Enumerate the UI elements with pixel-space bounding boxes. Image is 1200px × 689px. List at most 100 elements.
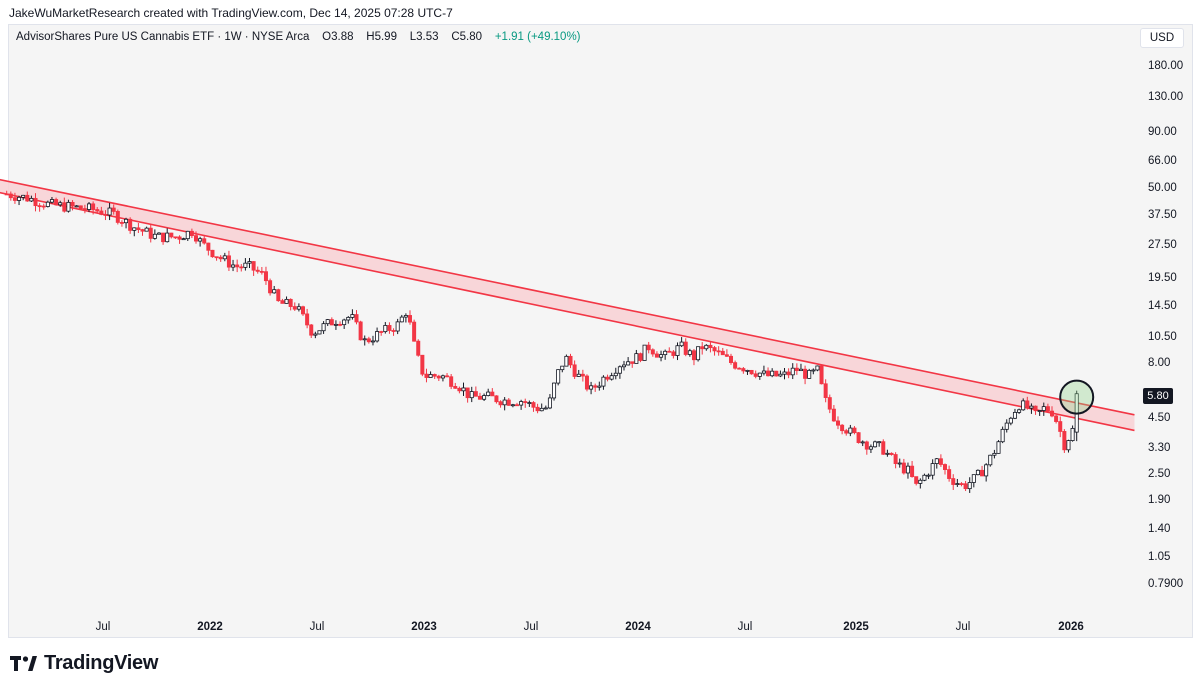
candle-body	[1070, 427, 1075, 441]
candle-body	[284, 298, 289, 304]
price-tick-label: 130.00	[1148, 90, 1184, 103]
candle-body	[622, 364, 627, 368]
candle-body	[247, 261, 252, 264]
candle-body	[288, 298, 293, 307]
candle-body	[996, 441, 1001, 454]
price-tick-label: 1.40	[1148, 523, 1171, 536]
chart-pane[interactable]	[8, 24, 1193, 638]
candle-body	[988, 454, 993, 466]
price-tick-label: 1.90	[1148, 494, 1171, 507]
candle-body	[17, 196, 22, 201]
candle-body	[564, 355, 569, 367]
candle-body	[700, 346, 705, 350]
candle-body	[128, 218, 133, 231]
time-tick-label: 2022	[197, 621, 223, 633]
candle-body	[918, 479, 923, 484]
candle-body	[111, 207, 116, 212]
candle-body	[819, 365, 824, 385]
candle-body	[1058, 421, 1063, 432]
candle-body	[716, 350, 721, 353]
candle-body	[140, 229, 145, 232]
candle-body	[897, 462, 902, 465]
candle-body	[436, 375, 441, 379]
candle-body	[893, 454, 898, 465]
candle-body	[296, 306, 301, 310]
candle-body	[1033, 405, 1038, 412]
candle-body	[408, 315, 413, 323]
candle-body	[901, 462, 906, 474]
candle-body	[432, 374, 437, 377]
candle-body	[803, 368, 808, 379]
candle-body	[317, 330, 322, 335]
candle-body	[877, 441, 882, 444]
legend-change: +1.91 (+49.10%)	[494, 31, 581, 43]
candle-body	[45, 201, 50, 207]
candle-body	[630, 361, 635, 364]
candle-body	[729, 355, 734, 364]
candle-body	[959, 483, 964, 485]
candle-body	[144, 227, 149, 232]
price-tick-label: 3.30	[1148, 441, 1171, 454]
candle-body	[29, 197, 34, 202]
candle-body	[354, 314, 359, 323]
candle-body	[399, 316, 404, 323]
candle-body	[683, 341, 688, 355]
candle-body	[515, 404, 520, 407]
candle-body	[379, 331, 384, 333]
candle-body	[362, 338, 367, 341]
candle-body	[218, 256, 223, 260]
candle-body	[650, 349, 655, 355]
candle-body	[724, 354, 729, 357]
price-tick-label: 66.00	[1148, 155, 1177, 168]
candle-body	[943, 464, 948, 470]
candle-body	[305, 313, 310, 326]
candle-body	[313, 333, 318, 336]
candle-body	[132, 227, 137, 231]
candle-body	[926, 474, 931, 477]
candle-body	[938, 458, 943, 465]
candle-body	[815, 365, 820, 371]
price-tick-label: 2.50	[1148, 468, 1171, 481]
candle-body	[62, 202, 67, 212]
candle-body	[329, 319, 334, 326]
candle-body	[202, 238, 207, 244]
candle-body	[556, 369, 561, 384]
candle-body	[477, 395, 482, 400]
candle-body	[856, 432, 861, 444]
candle-body	[737, 367, 742, 370]
legend-low: L3.53	[409, 31, 439, 43]
price-tick-label: 180.00	[1148, 59, 1184, 72]
candle-body	[325, 319, 330, 325]
candle-body	[659, 354, 664, 358]
candle-body	[687, 350, 692, 355]
candle-body	[280, 300, 285, 304]
candle-body	[811, 369, 816, 372]
candle-body	[626, 361, 631, 366]
candle-body	[231, 264, 236, 268]
candle-body	[165, 232, 170, 243]
currency-button[interactable]: USD	[1140, 28, 1184, 48]
candle-body	[173, 236, 178, 239]
candle-body	[617, 366, 622, 374]
candle-body	[103, 214, 108, 216]
candle-body	[539, 407, 544, 412]
candle-body	[136, 227, 141, 230]
candle-body	[115, 211, 120, 223]
candle-body	[292, 306, 297, 310]
candle-body	[675, 345, 680, 356]
price-tick-label: 50.00	[1148, 182, 1177, 194]
candle-body	[527, 402, 532, 404]
candle-body	[268, 280, 273, 294]
time-tick-label: 2025	[843, 621, 869, 633]
candle-body	[321, 323, 326, 332]
candle-body	[4, 193, 9, 196]
price-tick-label: 19.50	[1148, 271, 1177, 284]
candle-body	[1054, 415, 1059, 422]
candle-body	[576, 373, 581, 377]
candle-body	[95, 209, 100, 212]
candle-body	[885, 452, 890, 455]
candle-body	[1021, 400, 1026, 411]
price-tick-label: 37.50	[1148, 209, 1177, 222]
tradingview-logo[interactable]: TradingView	[10, 652, 158, 675]
